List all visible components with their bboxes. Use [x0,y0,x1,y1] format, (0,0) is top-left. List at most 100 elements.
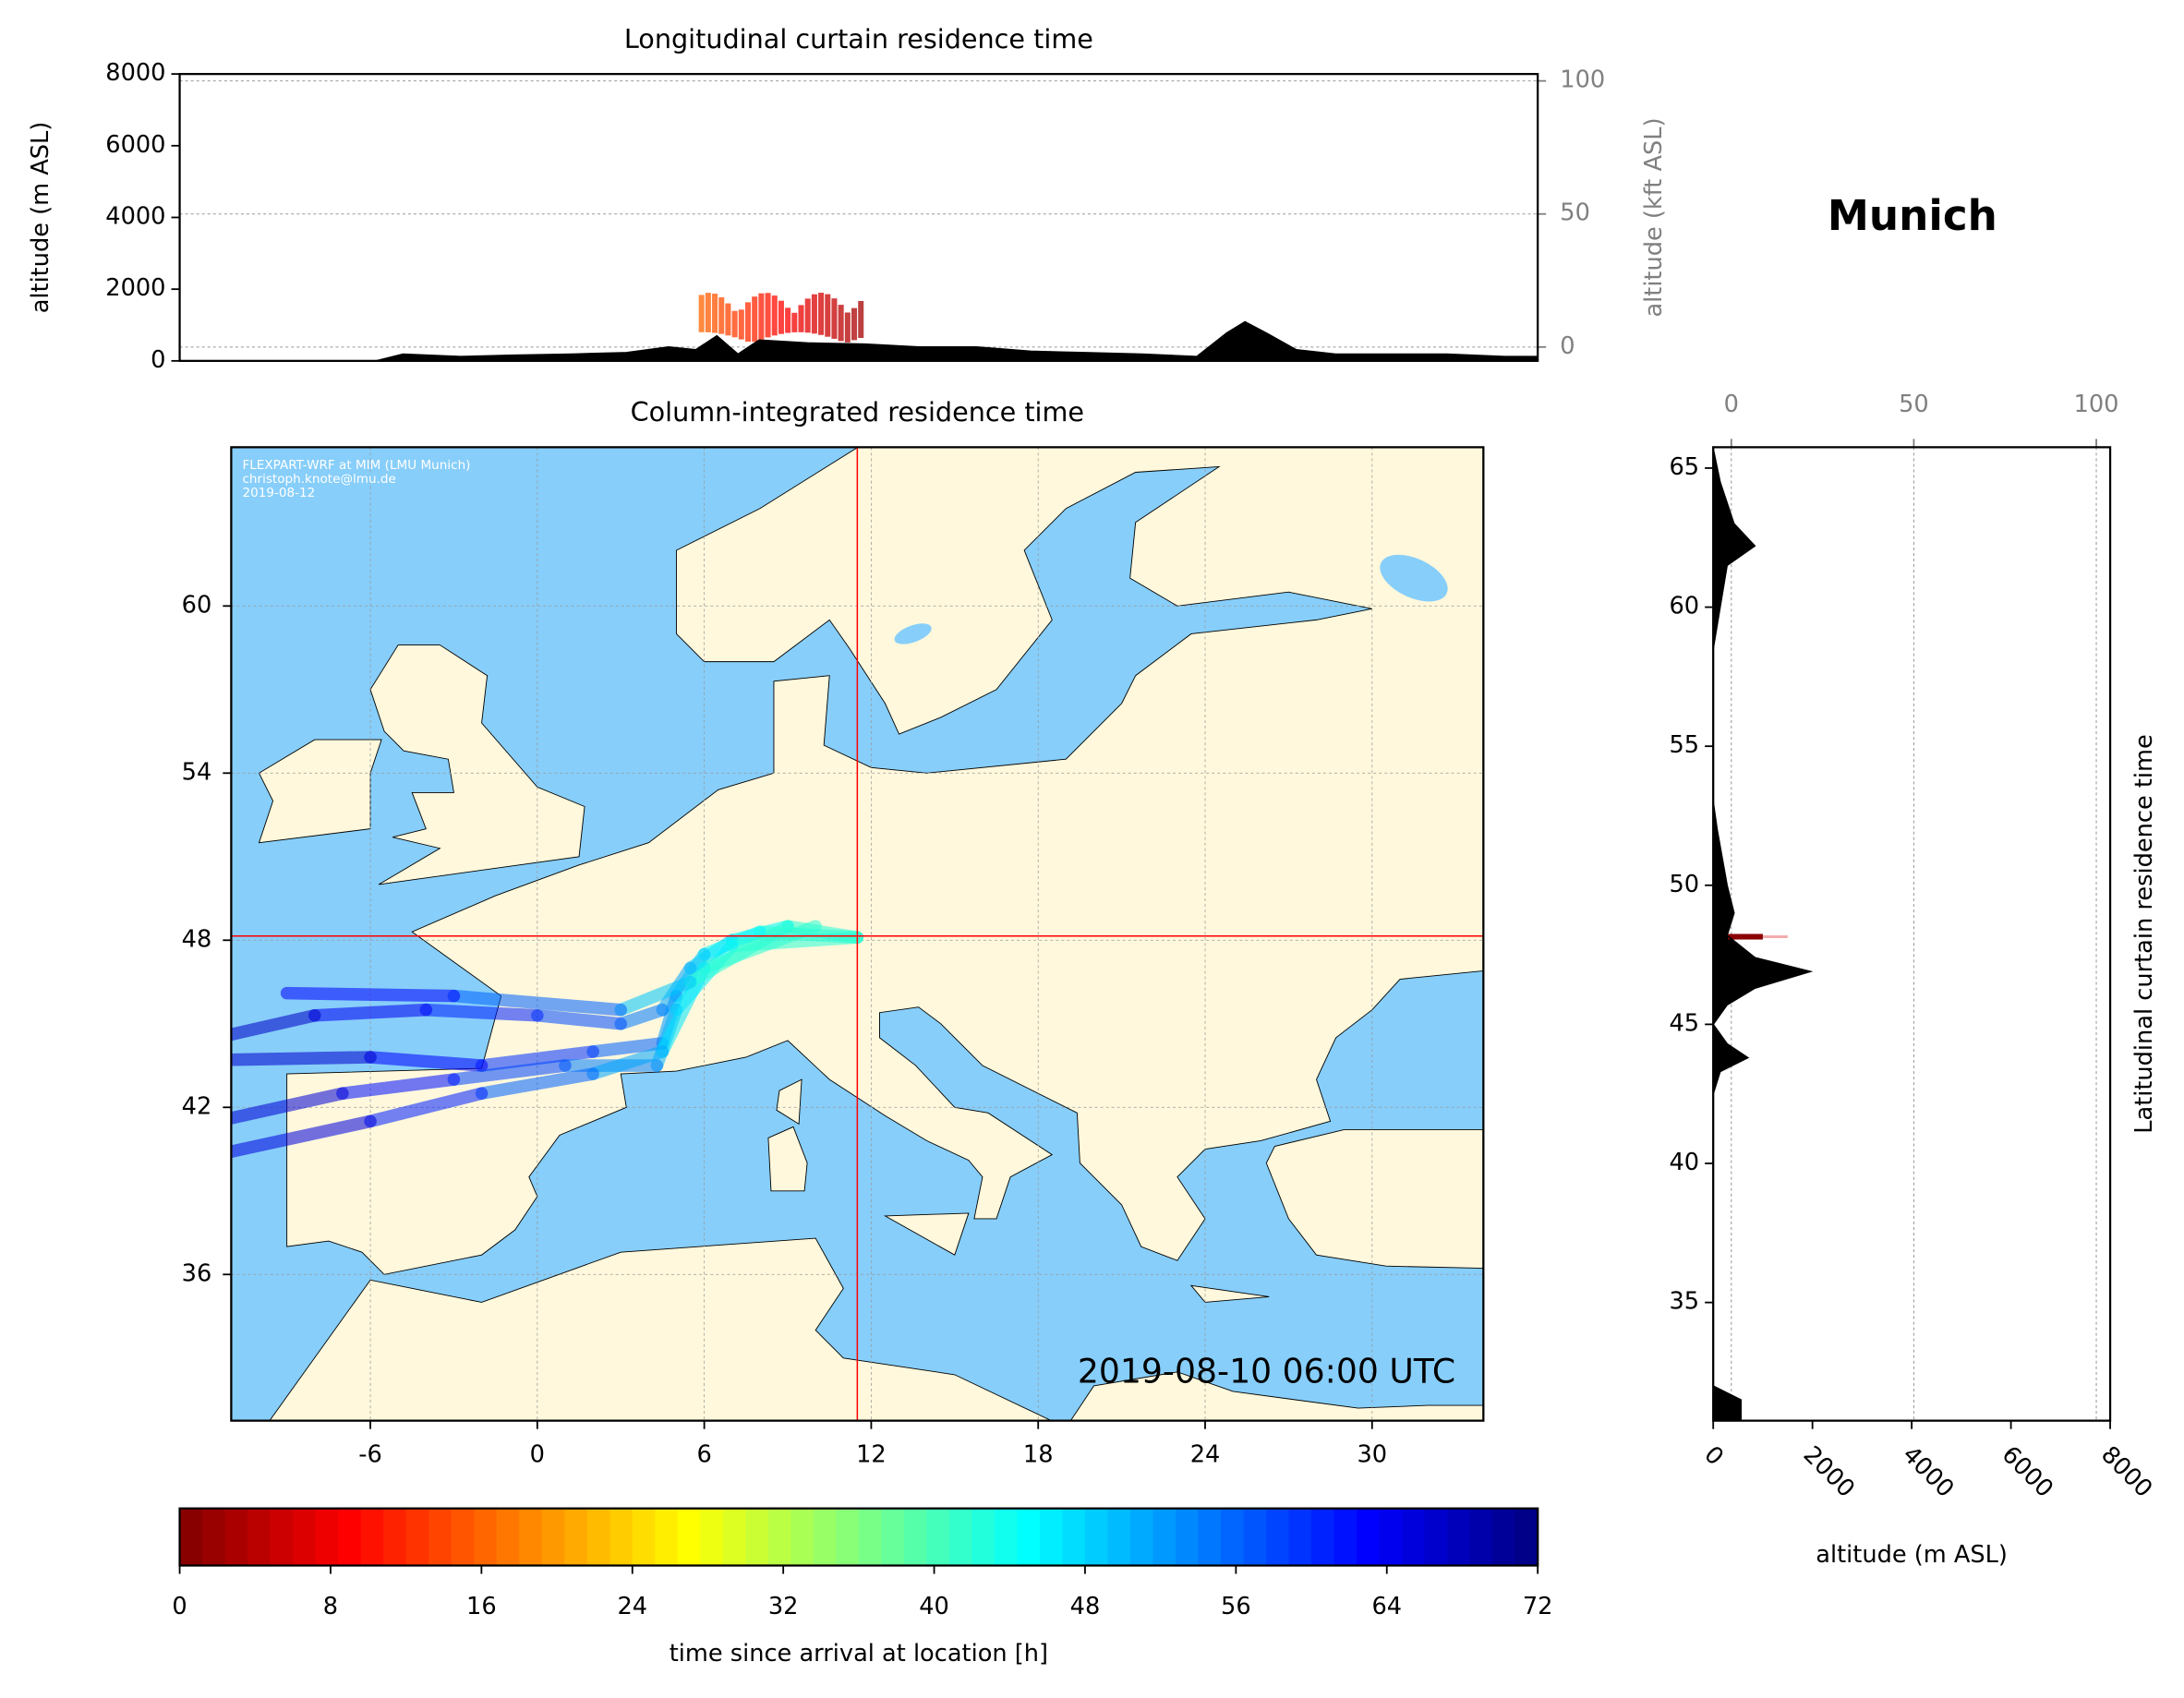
terrain-fill [1713,448,1811,1421]
colorbar-cell [541,1508,566,1566]
plume-cell [785,307,791,333]
y-tick-label: 6000 [105,131,165,159]
colorbar-cell [1311,1508,1335,1566]
plume [231,1008,321,1042]
land [269,1237,1484,1421]
annotation: 2019-08-12 [242,486,315,500]
plume [475,1045,599,1072]
colorbar-cell [1357,1508,1381,1566]
plume [336,1073,461,1100]
colorbar-cell [270,1508,295,1566]
x-tick-label: 32 [768,1593,799,1620]
colorbar-cell [1039,1508,1064,1566]
y2-tick-label: 0 [1560,332,1575,360]
plume-cell [698,295,705,332]
terrain [179,320,1538,362]
colorbar-cell [586,1508,611,1566]
colorbar-cell [360,1508,385,1566]
timestamp: 2019-08-10 06:00 UTC [1078,1351,1455,1391]
x-tick-label: 64 [1371,1593,1402,1620]
colorbar-cell [700,1508,724,1566]
axes-title: Longitudinal curtain residence time [624,23,1093,54]
plume-cell [712,294,718,333]
plume [308,1003,433,1022]
colorbar-cell [790,1508,814,1566]
plume-cell [798,305,804,332]
colorbar-cell [677,1508,702,1566]
plume-cell [778,300,784,334]
map-layer: FLEXPART-WRF at MIM (LMU Munich)christop… [231,447,1484,1421]
y-tick-label: 54 [182,758,212,786]
y-axis-label: Latitudinal curtain residence time [2130,734,2158,1134]
land [1189,1284,1270,1303]
plume [280,986,461,1003]
colorbar-cell [179,1508,203,1566]
plume-cell [718,297,725,334]
colorbar-cell [745,1508,769,1566]
colorbar-cell [224,1508,249,1566]
colorbar-cell [655,1508,679,1566]
lake [1380,554,1448,602]
axes-title: Column-integrated residence time [631,396,1084,428]
colorbar-label: time since arrival at location [h] [670,1640,1048,1668]
y-tick-label: 2000 [105,274,165,302]
plume-cell [811,294,817,334]
colorbar-cell [1333,1508,1357,1566]
x2-tick-label: 100 [2074,391,2119,418]
axes-frame [178,1507,1539,1567]
y2-tick-label: 100 [1560,66,1605,94]
colorbar-cell [1424,1508,1449,1566]
colorbar-cell [338,1508,362,1566]
plume [231,1114,377,1159]
y-tick-label: 60 [1670,593,1700,620]
x-tick-label: -6 [358,1440,382,1468]
colorbar-cell [1266,1508,1290,1566]
plume-cell [858,300,864,338]
colorbar-cell [1084,1508,1109,1566]
plume [231,1051,377,1066]
land [1265,1128,1484,1270]
annotation: FLEXPART-WRF at MIM (LMU Munich) [242,458,470,473]
plume [586,1037,670,1058]
colorbar-cell [903,1508,928,1566]
plume-cell [705,293,711,332]
colorbar-cell [1017,1508,1041,1566]
y-tick-label: 48 [182,925,212,953]
x-tick-label: 8 [323,1593,338,1620]
x-tick-label: 18 [1023,1440,1054,1468]
figure-title: Munich [1828,191,1997,240]
plume [364,1051,489,1072]
colorbar-cell [519,1508,543,1566]
colorbar-cell [1198,1508,1222,1566]
colorbar-cell [1469,1508,1494,1566]
y-tick-label: 65 [1670,453,1700,481]
colorbar-cell [881,1508,905,1566]
colorbar-cell [994,1508,1019,1566]
plume-cell [738,309,744,340]
land [258,739,382,844]
colorbar-cell [722,1508,747,1566]
x-tick-label: 6 [696,1440,711,1468]
land [883,1212,970,1256]
colorbar-cell [1062,1508,1086,1566]
plume-cell [818,293,825,335]
plume [475,1067,599,1100]
colorbar-cell [1402,1508,1426,1566]
plume [614,1003,670,1030]
y-tick-label: 36 [182,1259,212,1287]
plume [419,1003,544,1022]
colorbar-cell [836,1508,860,1566]
plume-cell [825,294,831,337]
y-tick-label: 35 [1670,1288,1700,1316]
y-tick-label: 60 [182,591,212,619]
plume-cell [791,312,798,332]
colorbar-cell [202,1508,226,1566]
annotation: christoph.knote@lmu.de [242,472,395,487]
x-tick-label: 24 [617,1593,647,1620]
colorbar-cell [1107,1508,1131,1566]
x-tick-label: 16 [466,1593,497,1620]
terrain [1712,448,1814,1421]
x-tick-label: 40 [919,1593,949,1620]
colorbar-cell [1492,1508,1516,1566]
